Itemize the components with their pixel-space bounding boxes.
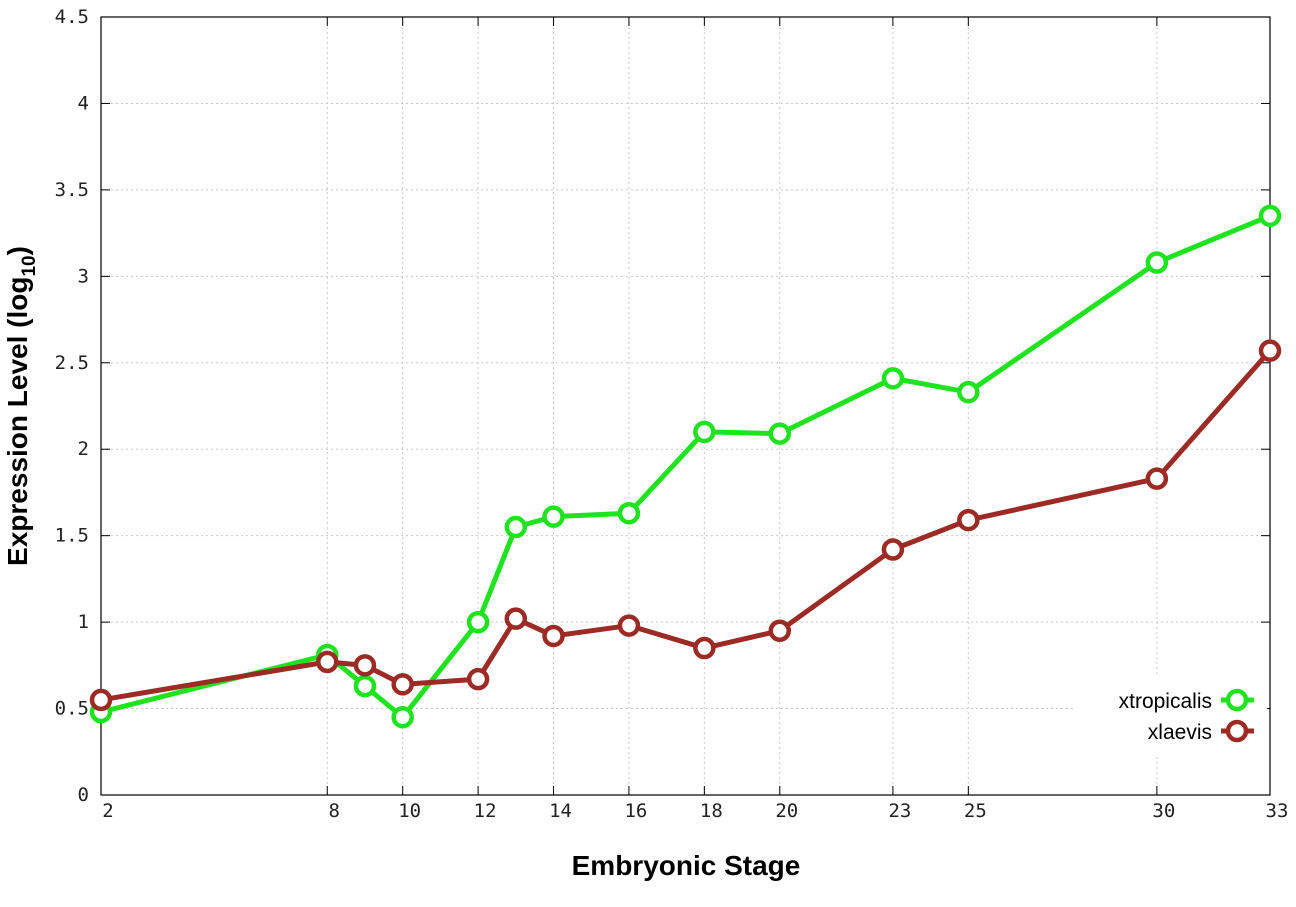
y-axis-title-close: )	[2, 246, 33, 255]
data-point-xlaevis	[316, 650, 339, 674]
series-xtropicalis	[89, 204, 1282, 729]
x-tick-label: 16	[624, 800, 647, 822]
y-axis-title-main: Expression Level (log	[2, 277, 33, 566]
data-point-xlaevis	[466, 667, 490, 691]
x-axis-title: Embryonic Stage	[572, 850, 801, 881]
x-tick-label: 18	[700, 800, 723, 822]
data-point-xtropicalis	[504, 515, 528, 539]
y-axis-title-subscript: 10	[19, 255, 40, 276]
y-tick-label: 2	[78, 438, 89, 460]
y-tick-label: 0	[78, 784, 89, 806]
data-point-xtropicalis	[957, 380, 980, 404]
x-tick-label: 20	[775, 800, 798, 822]
series-line-xlaevis	[98, 348, 1273, 703]
x-tick-label: 10	[398, 800, 421, 822]
x-tick-label: 8	[329, 800, 340, 822]
data-point-xtropicalis	[617, 501, 641, 525]
x-tick-label: 12	[474, 800, 497, 822]
y-tick-label: 3.5	[55, 179, 89, 201]
legend-label-xlaevis: xlaevis	[1148, 721, 1212, 744]
legend-entry-xlaevis: xlaevis	[1148, 719, 1254, 744]
data-point-xtropicalis	[693, 420, 716, 444]
data-point-xlaevis	[693, 636, 716, 660]
data-point-xlaevis	[881, 538, 905, 561]
x-tick-label: 33	[1266, 800, 1289, 822]
y-tick-label: 1	[78, 611, 89, 633]
data-point-xlaevis	[1145, 467, 1169, 490]
plot-frame	[100, 16, 1271, 796]
data-point-xlaevis	[391, 673, 414, 696]
data-point-xtropicalis	[391, 705, 414, 729]
data-point-xtropicalis	[881, 367, 905, 390]
legend-entry-xtropicalis: xtropicalis	[1119, 688, 1254, 713]
x-tick-label: 14	[549, 800, 572, 822]
legend: xtropicalis xlaevis	[1075, 676, 1267, 754]
data-point-xlaevis	[353, 654, 377, 677]
x-tick-label: 30	[1152, 800, 1175, 822]
x-tick-label: 23	[888, 800, 911, 822]
y-tick-label: 4	[78, 92, 89, 114]
data-point-xtropicalis	[1145, 251, 1169, 274]
data-point-xtropicalis	[542, 505, 565, 528]
data-point-xtropicalis	[466, 610, 490, 634]
data-point-xlaevis	[504, 607, 528, 630]
y-tick-label: 4.5	[55, 6, 89, 28]
data-point-xtropicalis	[768, 422, 792, 445]
y-tick-label: 0.5	[55, 698, 89, 720]
y-tick-label: 3	[78, 265, 89, 287]
data-point-xtropicalis	[1258, 204, 1282, 228]
data-point-xlaevis	[768, 619, 792, 643]
y-tick-label: 1.5	[55, 525, 89, 547]
legend-marker-xtropicalis	[1225, 688, 1249, 712]
data-point-xlaevis	[542, 624, 565, 648]
data-point-xlaevis	[1258, 339, 1282, 362]
legend-marker-xlaevis	[1225, 719, 1249, 743]
x-tick-label: 2	[102, 800, 113, 822]
data-point-xlaevis	[957, 508, 980, 532]
data-point-xlaevis	[89, 688, 113, 712]
legend-label-xtropicalis: xtropicalis	[1119, 690, 1212, 713]
y-tick-label: 2.5	[55, 352, 89, 374]
data-point-xlaevis	[617, 614, 641, 637]
series-layer	[89, 204, 1282, 729]
series-xlaevis	[89, 339, 1282, 712]
y-axis-title: Expression Level (log10)	[2, 246, 40, 566]
x-tick-label: 25	[964, 800, 987, 822]
data-point-xtropicalis	[353, 674, 377, 698]
